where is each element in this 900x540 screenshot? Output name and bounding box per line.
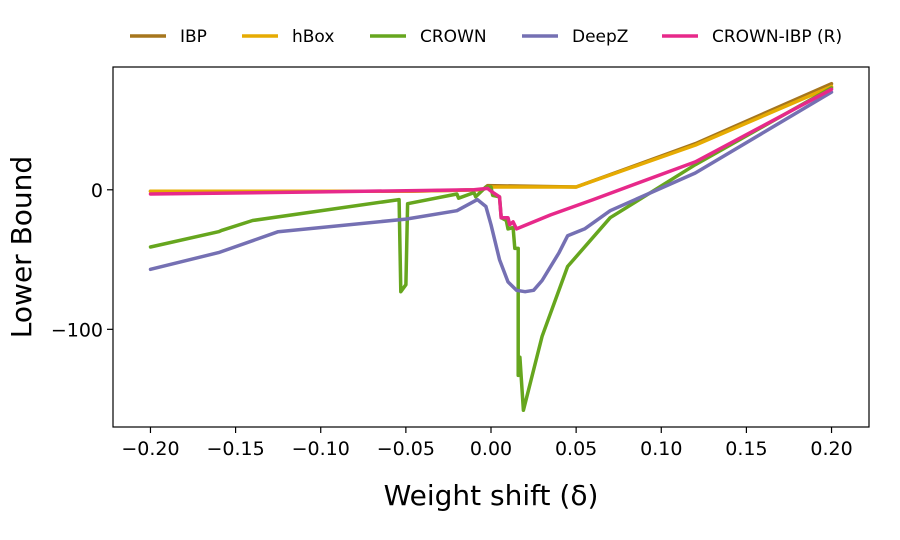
legend-label: IBP — [180, 27, 207, 47]
x-tick-label: 0.05 — [555, 438, 597, 460]
series-line-ibp — [148, 81, 834, 193]
legend-item: IBP — [130, 27, 207, 47]
x-tick-label: −0.15 — [206, 438, 264, 460]
y-tick-label: −100 — [51, 319, 103, 341]
x-tick-label: 0.10 — [640, 438, 682, 460]
y-tick-label: 0 — [91, 180, 103, 202]
legend-label: DeepZ — [572, 27, 628, 47]
legend-item: CROWN — [370, 27, 487, 47]
x-axis-label: Weight shift (δ) — [384, 479, 599, 512]
series-line-deepz — [148, 90, 834, 294]
legend-item: CROWN-IBP (R) — [662, 27, 842, 47]
series-line-crown — [148, 86, 834, 413]
legend-label: CROWN — [420, 27, 487, 47]
legend-label: CROWN-IBP (R) — [712, 27, 842, 47]
legend-item: DeepZ — [522, 27, 628, 47]
x-tick-label: 0.00 — [470, 438, 512, 460]
legend: IBP hBox CROWN DeepZ CROWN-IBP (R) — [130, 27, 842, 47]
x-tick-label: −0.10 — [292, 438, 350, 460]
y-axis-label: Lower Bound — [5, 156, 38, 338]
y-axis: 0 −100 — [51, 180, 113, 341]
x-tick-label: −0.20 — [121, 438, 179, 460]
plot-lines — [148, 81, 834, 413]
series-line-crown-ibp-r — [148, 87, 834, 231]
x-tick-label: −0.05 — [377, 438, 435, 460]
x-tick-label: 0.20 — [810, 438, 852, 460]
x-tick-label: 0.15 — [725, 438, 767, 460]
legend-item: hBox — [242, 27, 334, 47]
legend-label: hBox — [292, 27, 334, 47]
series-line-hbox — [148, 84, 834, 193]
x-axis: −0.20 −0.15 −0.10 −0.05 0.00 0.05 0.10 0.15 0.20 — [121, 427, 853, 460]
